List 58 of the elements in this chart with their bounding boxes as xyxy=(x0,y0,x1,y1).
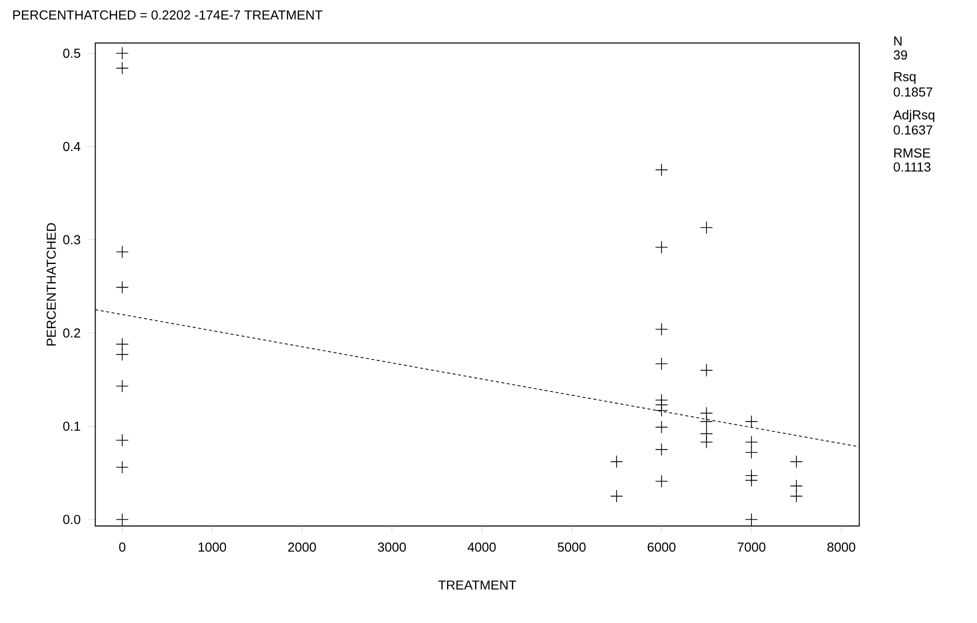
x-tick-label: 0 xyxy=(119,542,126,552)
text: 0.1637 xyxy=(894,125,932,135)
point xyxy=(745,474,758,487)
point xyxy=(655,443,668,456)
point xyxy=(655,163,668,176)
point xyxy=(790,490,803,503)
point xyxy=(655,404,668,417)
point xyxy=(745,436,758,448)
x-tick-label: 2000 xyxy=(288,542,316,552)
y-tick-label: 0.4 xyxy=(63,142,80,152)
point xyxy=(745,415,758,428)
point xyxy=(116,348,129,361)
chart-title: PERCENTHATCHED = 0.2202 -174E-7 TREATMENT xyxy=(13,10,322,20)
x-tick-label: 1000 xyxy=(198,542,226,552)
point xyxy=(655,322,668,336)
point xyxy=(790,455,803,468)
x-tick-label: 3000 xyxy=(378,542,406,552)
x-tick-label: 5000 xyxy=(558,542,586,552)
point xyxy=(655,420,668,434)
point xyxy=(116,280,129,294)
point xyxy=(610,455,623,468)
y-tick-label: 0.3 xyxy=(63,235,80,244)
point xyxy=(116,245,129,258)
point xyxy=(116,62,129,75)
point xyxy=(116,513,129,526)
point xyxy=(790,480,803,492)
point xyxy=(655,357,668,370)
text: N xyxy=(894,36,902,46)
y-tick-label: 0.2 xyxy=(63,328,80,338)
point xyxy=(700,415,713,428)
text: AdjRsq xyxy=(893,110,934,122)
point xyxy=(116,380,129,393)
text: 0.1857 xyxy=(894,87,932,97)
point xyxy=(655,240,668,254)
y-tick-label: 0.1 xyxy=(63,422,80,431)
text: Rsq xyxy=(894,72,916,84)
text: 39 xyxy=(894,50,908,60)
point xyxy=(116,460,129,474)
point xyxy=(745,513,758,526)
point xyxy=(700,364,713,377)
point xyxy=(116,434,129,447)
point xyxy=(610,490,623,503)
point xyxy=(655,474,668,488)
x-axis-title: TREATMENT xyxy=(438,580,516,590)
x-tick-label: 7000 xyxy=(738,542,766,552)
y-axis-title: PERCENTHATCHED xyxy=(46,223,56,346)
point xyxy=(116,338,129,351)
x-tick-label: 6000 xyxy=(648,542,676,552)
y-tick-label: 0.5 xyxy=(63,48,80,58)
point xyxy=(745,446,758,459)
point xyxy=(700,436,713,448)
x-tick-label: 8000 xyxy=(827,542,856,552)
y-tick-label: 0.0 xyxy=(63,514,80,524)
x-tick-label: 4000 xyxy=(468,542,496,552)
point xyxy=(116,46,129,60)
text: 0.1113 xyxy=(894,162,930,172)
point xyxy=(700,221,713,234)
text: RMSE xyxy=(894,148,930,158)
